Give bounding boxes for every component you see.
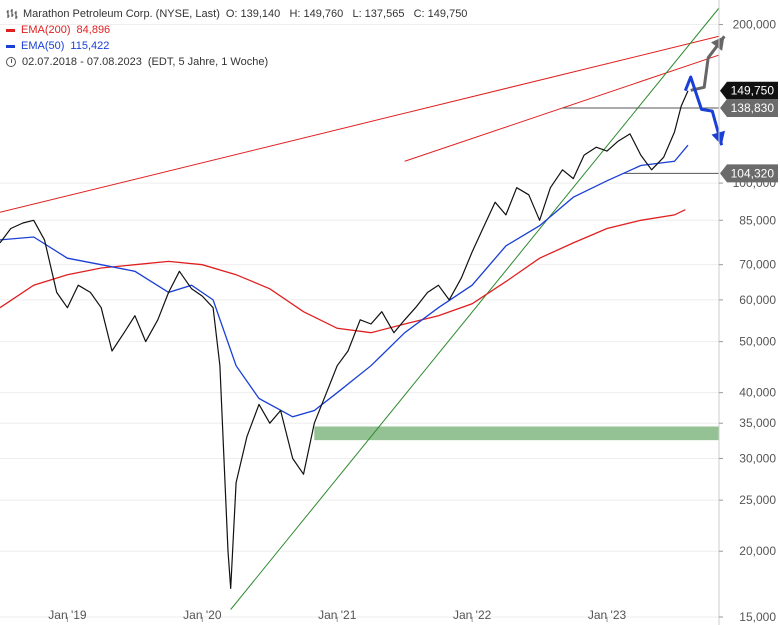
y-axis-ticks: 200,000100,00085,00070,00060,00050,00040… (719, 18, 776, 624)
ema200-value: 84,896 (76, 24, 111, 36)
price-tag-label: 149,750 (731, 84, 775, 98)
chart-legend: Marathon Petroleum Corp. (NYSE, Last) O:… (6, 6, 467, 70)
y-tick-label: 35,000 (739, 416, 776, 430)
price-tag (720, 164, 778, 183)
x-tick-label: Jan '23 (588, 608, 627, 622)
arrow-down-head (711, 130, 725, 146)
ema50-swatch (6, 44, 15, 48)
legend-range: 02.07.2018 - 07.08.2023 (EDT, 5 Jahre, 1… (6, 54, 467, 70)
ema50-value: 115,422 (70, 40, 110, 52)
price-tag (720, 81, 778, 100)
x-axis-ticks: Jan '19 Jan '20 Jan '21 Jan '22 Jan '23 (48, 608, 627, 622)
legend-ema50: EMA(50) 115,422 (6, 38, 467, 54)
legend-ema200: EMA(200) 84,896 (6, 22, 467, 38)
price-tags: 149,750 138,830 104,320 (720, 81, 778, 183)
clock-icon (6, 57, 16, 67)
ema200-line (0, 209, 686, 334)
price-line (0, 90, 689, 590)
ohlc-bars-icon (6, 9, 18, 19)
y-tick-label: 50,000 (739, 335, 776, 349)
y-tick-label: 15,000 (739, 610, 776, 624)
y-tick-label: 85,000 (739, 213, 776, 227)
price-tag-label: 104,320 (731, 166, 775, 180)
y-tick-label: 200,000 (733, 18, 777, 32)
chart-series (0, 90, 689, 590)
y-tick-label: 30,000 (739, 451, 776, 465)
chart-title: Marathon Petroleum Corp. (NYSE, Last) (23, 8, 220, 20)
y-tick-label: 20,000 (739, 544, 776, 558)
ohlc-values: O: 139,140 H: 149,760 L: 137,565 C: 149,… (225, 8, 468, 20)
date-range-note: (EDT, 5 Jahre, 1 Woche) (147, 56, 269, 68)
y-tick-label: 70,000 (739, 258, 776, 272)
x-tick-label: Jan '20 (183, 608, 222, 622)
arrow-up (690, 35, 726, 92)
x-tick-label: Jan '19 (48, 608, 87, 622)
x-tick-label: Jan '22 (453, 608, 492, 622)
support-trend-line (230, 7, 720, 610)
arrow-down (683, 75, 724, 146)
support-zone (314, 426, 719, 441)
resistance-line-1 (0, 35, 720, 213)
y-tick-label: 25,000 (739, 493, 776, 507)
ema200-label: EMA(200) (21, 24, 71, 36)
annotation-arrows (683, 35, 726, 146)
date-range: 02.07.2018 - 07.08.2023 (22, 56, 142, 68)
ema50-line (0, 144, 689, 418)
price-tag (720, 99, 778, 118)
ema200-swatch (6, 28, 15, 32)
support-zones (314, 426, 719, 441)
legend-title-row: Marathon Petroleum Corp. (NYSE, Last) O:… (6, 6, 467, 22)
trend-lines (0, 7, 720, 610)
x-tick-label: Jan '21 (318, 608, 357, 622)
y-tick-label: 40,000 (739, 386, 776, 400)
arrow-up-head (711, 36, 725, 51)
ema50-label: EMA(50) (21, 40, 65, 52)
y-tick-label: 60,000 (739, 293, 776, 307)
price-tag-label: 138,830 (731, 101, 775, 115)
